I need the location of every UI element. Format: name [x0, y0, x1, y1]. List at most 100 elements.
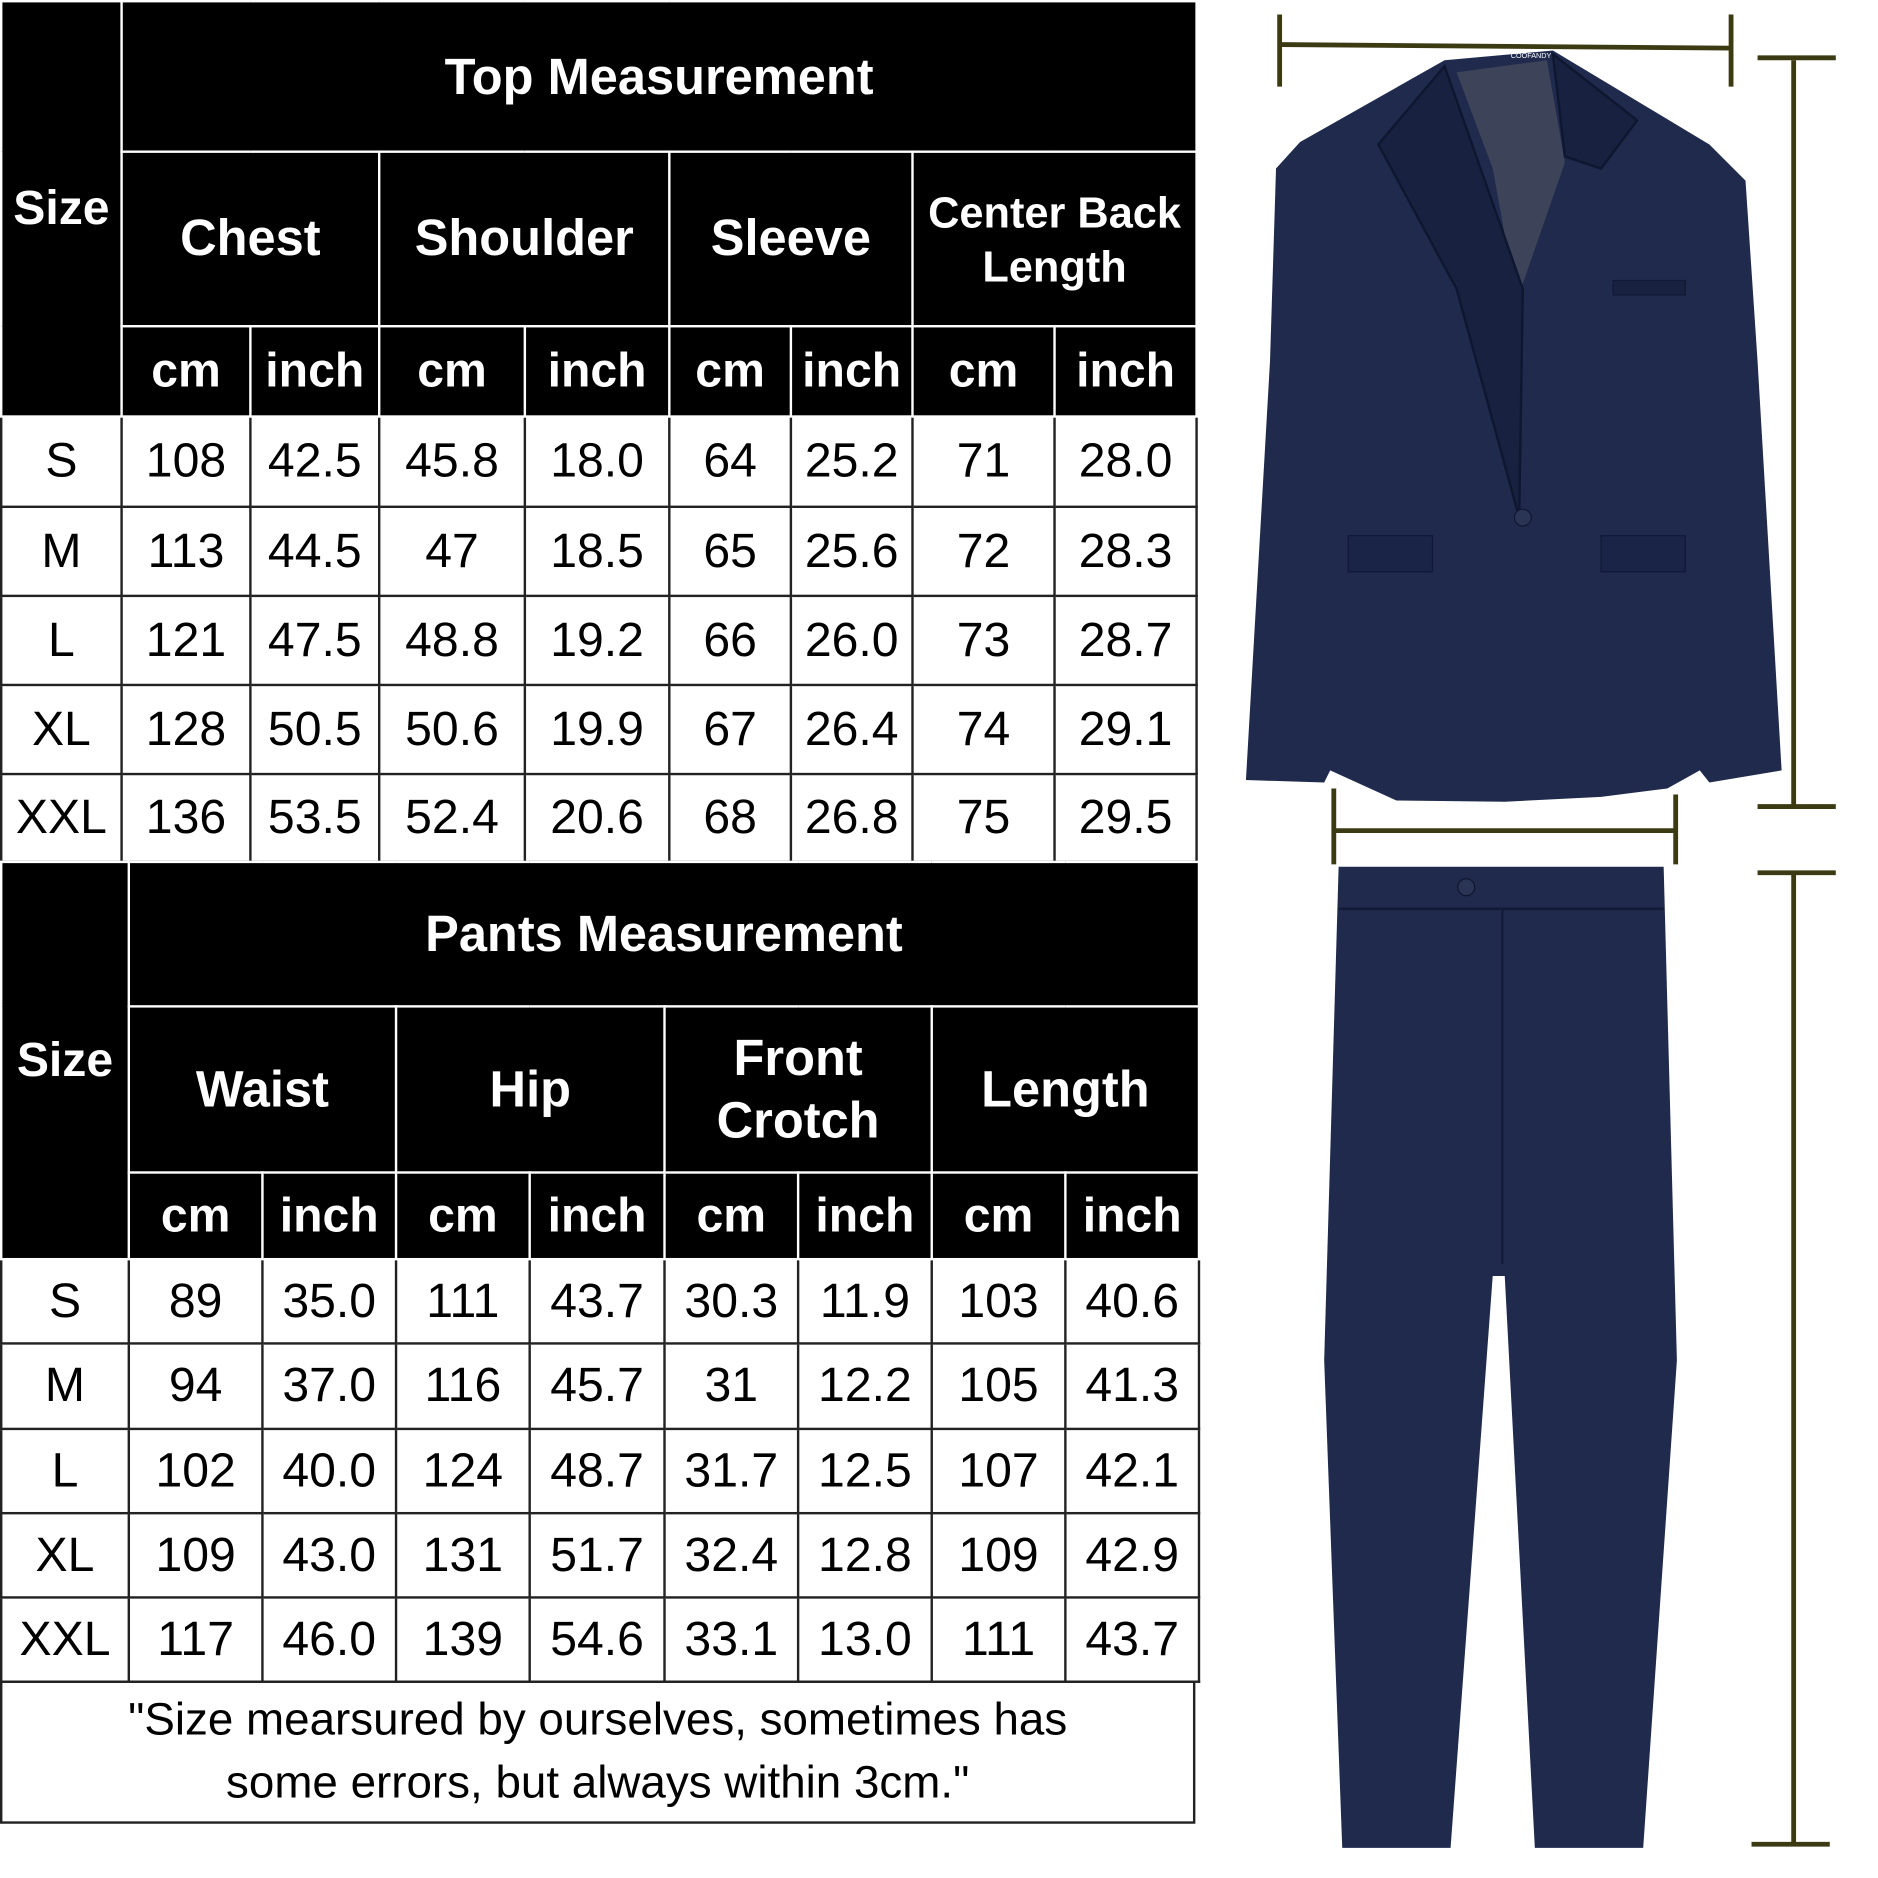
- value-cell: 26.4: [789, 683, 914, 776]
- value-cell: 12.8: [796, 1511, 933, 1599]
- value-cell: 20.6: [523, 772, 671, 864]
- pants-title: Pants Measurement: [127, 860, 1201, 1008]
- value-cell: 74: [911, 683, 1056, 776]
- unit-header-inch: inch: [1064, 1171, 1201, 1261]
- size-cell: L: [0, 1427, 131, 1515]
- size-cell: XXL: [0, 1596, 131, 1683]
- value-cell: 136: [120, 772, 252, 864]
- size-cell: XL: [0, 1511, 131, 1599]
- value-cell: 94: [127, 1342, 264, 1431]
- value-cell: 31: [663, 1342, 800, 1431]
- value-cell: 41.3: [1064, 1342, 1201, 1431]
- size-cell: XL: [0, 683, 123, 776]
- suit-illustration: COOFANDY: [1245, 14, 1836, 1848]
- value-cell: 11.9: [796, 1257, 933, 1345]
- value-cell: 109: [930, 1511, 1067, 1599]
- unit-header-cm: cm: [120, 325, 252, 418]
- value-cell: 48.7: [528, 1427, 666, 1515]
- value-cell: 13.0: [796, 1596, 933, 1683]
- value-cell: 32.4: [663, 1511, 800, 1599]
- value-cell: 45.8: [377, 415, 527, 509]
- unit-header-cm: cm: [663, 1171, 800, 1261]
- value-cell: 89: [127, 1257, 264, 1345]
- measurement-lines: [1277, 14, 1836, 1847]
- value-cell: 19.9: [523, 683, 671, 776]
- value-cell: 43.7: [528, 1257, 666, 1345]
- value-cell: 42.1: [1064, 1427, 1201, 1515]
- unit-header-cm: cm: [911, 325, 1056, 418]
- unit-header-inch: inch: [249, 325, 381, 418]
- size-cell: S: [0, 415, 123, 509]
- value-cell: 48.8: [377, 594, 527, 687]
- value-cell: 116: [394, 1342, 531, 1431]
- value-cell: 28.3: [1053, 505, 1198, 598]
- value-cell: 43.7: [1064, 1596, 1201, 1683]
- table-row: S 89 35.0 111 43.7 30.3 11.9 103 40.6: [0, 1257, 1201, 1345]
- center-back-length-header: Center Back Length: [911, 150, 1198, 328]
- value-cell: 66: [668, 594, 793, 687]
- value-cell: 40.0: [261, 1427, 398, 1515]
- value-cell: 29.1: [1053, 683, 1198, 776]
- value-cell: 30.3: [663, 1257, 800, 1345]
- value-cell: 28.0: [1053, 415, 1198, 509]
- value-cell: 28.7: [1053, 594, 1198, 687]
- value-cell: 26.8: [789, 772, 914, 864]
- value-cell: 64: [668, 415, 793, 509]
- sleeve-header: Sleeve: [668, 150, 914, 328]
- waist-header: Waist: [127, 1005, 398, 1174]
- value-cell: 107: [930, 1427, 1067, 1515]
- value-cell: 50.5: [249, 683, 381, 776]
- value-cell: 108: [120, 415, 252, 509]
- value-cell: 12.5: [796, 1427, 933, 1515]
- value-cell: 19.2: [523, 594, 671, 687]
- table-row: XXL 117 46.0 139 54.6 33.1 13.0 111 43.7: [0, 1596, 1201, 1683]
- value-cell: 75: [911, 772, 1056, 864]
- size-cell: L: [0, 594, 123, 687]
- value-cell: 35.0: [261, 1257, 398, 1345]
- value-cell: 124: [394, 1427, 531, 1515]
- unit-header-cm: cm: [930, 1171, 1067, 1261]
- size-cell: M: [0, 1342, 131, 1431]
- value-cell: 111: [394, 1257, 531, 1345]
- value-cell: 26.0: [789, 594, 914, 687]
- length-header: Length: [930, 1005, 1201, 1174]
- unit-header-inch: inch: [796, 1171, 933, 1261]
- value-cell: 117: [127, 1596, 264, 1683]
- hip-header: Hip: [394, 1005, 666, 1174]
- table-row: XL 109 43.0 131 51.7 32.4 12.8 109 42.9: [0, 1511, 1201, 1599]
- table-row: M 113 44.5 47 18.5 65 25.6 72 28.3: [0, 505, 1198, 598]
- measurement-note: "Size mearsured by ourselves, sometimes …: [0, 1680, 1196, 1824]
- table-row: S 108 42.5 45.8 18.0 64 25.2 71 28.0: [0, 415, 1198, 509]
- top-measurement-table: Size Top Measurement Chest Shoulder Slee…: [0, 0, 1198, 864]
- jacket-image: COOFANDY: [1245, 50, 1782, 802]
- size-cell: S: [0, 1257, 131, 1345]
- value-cell: 31.7: [663, 1427, 800, 1515]
- value-cell: 12.2: [796, 1342, 933, 1431]
- value-cell: 40.6: [1064, 1257, 1201, 1345]
- value-cell: 33.1: [663, 1596, 800, 1683]
- size-cell: M: [0, 505, 123, 598]
- chest-header: Chest: [120, 150, 381, 328]
- front-crotch-header: Front Crotch: [663, 1005, 933, 1174]
- pants-image: [1324, 866, 1677, 1848]
- value-cell: 53.5: [249, 772, 381, 864]
- unit-header-inch: inch: [261, 1171, 398, 1261]
- value-cell: 42.5: [249, 415, 381, 509]
- unit-header-inch: inch: [528, 1171, 666, 1261]
- value-cell: 103: [930, 1257, 1067, 1345]
- unit-header-inch: inch: [523, 325, 671, 418]
- shoulder-header: Shoulder: [377, 150, 671, 328]
- value-cell: 54.6: [528, 1596, 666, 1683]
- value-cell: 52.4: [377, 772, 527, 864]
- table-row: L 121 47.5 48.8 19.2 66 26.0 73 28.7: [0, 594, 1198, 687]
- value-cell: 131: [394, 1511, 531, 1599]
- value-cell: 72: [911, 505, 1056, 598]
- value-cell: 51.7: [528, 1511, 666, 1599]
- value-cell: 68: [668, 772, 793, 864]
- value-cell: 42.9: [1064, 1511, 1201, 1599]
- value-cell: 102: [127, 1427, 264, 1515]
- value-cell: 121: [120, 594, 252, 687]
- size-header: Size: [0, 860, 131, 1261]
- brand-label: COOFANDY: [1511, 51, 1552, 60]
